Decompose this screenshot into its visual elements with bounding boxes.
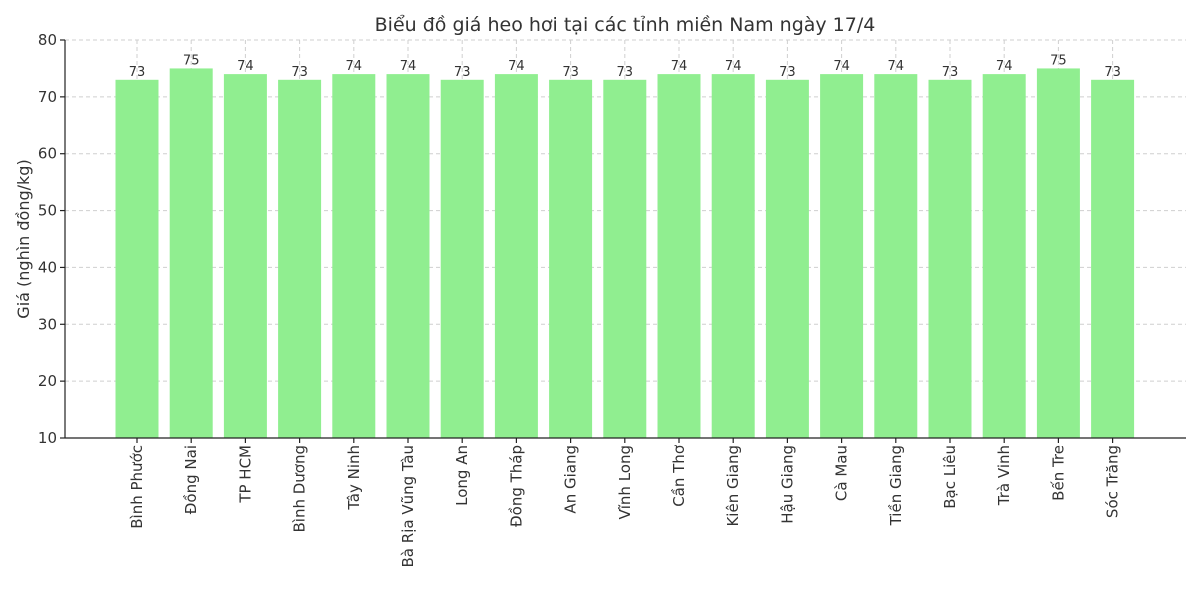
x-tick-label: Bến Tre	[1049, 445, 1067, 501]
data-label: 75	[1050, 53, 1067, 68]
x-tick-label: Bạc Liêu	[941, 445, 959, 509]
bar	[169, 68, 213, 438]
y-tick-label: 30	[38, 315, 57, 333]
bar	[982, 74, 1026, 438]
bar	[1036, 68, 1080, 438]
x-tick-label: Bình Dương	[291, 445, 309, 533]
bar	[115, 79, 159, 439]
data-label: 73	[129, 65, 146, 80]
x-tick-label: Đồng Nai	[182, 445, 200, 514]
bar	[278, 79, 322, 439]
data-label: 73	[779, 65, 796, 80]
bars	[115, 68, 1135, 439]
bar	[711, 74, 755, 438]
y-axis-label: Giá (nghìn đồng/kg)	[14, 159, 33, 318]
chart-title: Biểu đồ giá heo hơi tại các tỉnh miền Na…	[375, 14, 876, 36]
bar	[603, 79, 647, 439]
y-tick-label: 10	[38, 429, 57, 447]
data-label: 73	[562, 65, 579, 80]
data-label: 74	[346, 59, 363, 74]
y-tick-label: 50	[38, 202, 57, 220]
bar	[386, 74, 430, 438]
bar	[874, 74, 918, 438]
x-tick-label: Cần Thơ	[670, 444, 688, 507]
data-label: 73	[942, 65, 959, 80]
data-label: 73	[291, 65, 308, 80]
data-label: 74	[725, 59, 742, 74]
axes	[60, 39, 1186, 443]
tick-labels: 10 20 30 40 50 60 70 80 Bình Phước Đồng Nai TP HCM…	[38, 31, 1122, 567]
x-tick-label: Bà Rịa Vũng Tàu	[399, 445, 417, 567]
x-tick-label: TP HCM	[236, 445, 254, 504]
x-tick-label: Hậu Giang	[778, 445, 796, 524]
x-tick-label: Kiên Giang	[724, 445, 742, 527]
x-tick-label: Long An	[453, 445, 471, 506]
data-label: 73	[454, 65, 471, 80]
x-tick-label: Đồng Tháp	[507, 445, 525, 527]
data-label: 74	[400, 59, 417, 74]
bar	[928, 79, 972, 439]
bar	[1091, 79, 1135, 439]
data-label: 74	[833, 59, 850, 74]
data-label: 75	[183, 53, 200, 68]
y-tick-label: 80	[38, 31, 57, 49]
data-label: 73	[617, 65, 634, 80]
data-label: 73	[1104, 65, 1121, 80]
bar	[332, 74, 376, 438]
bar	[657, 74, 701, 438]
bar	[440, 79, 484, 439]
x-tick-label: Tây Ninh	[345, 445, 363, 511]
bar	[765, 79, 809, 439]
bar	[494, 74, 538, 438]
data-label: 74	[671, 59, 688, 74]
x-tick-label: An Giang	[562, 445, 580, 514]
x-tick-label: Tiền Giang	[887, 445, 905, 526]
y-tick-label: 20	[38, 372, 57, 390]
x-tick-label: Trà Vinh	[995, 445, 1013, 506]
data-label: 74	[888, 59, 905, 74]
value-labels: 73 75 74 73 74 74 73 74 73 73 74 74 73 74 74 73 74 75 73	[129, 53, 1121, 79]
bar	[549, 79, 593, 439]
data-label: 74	[996, 59, 1013, 74]
x-tick-label: Cà Mau	[833, 445, 851, 501]
x-tick-label: Vĩnh Long	[616, 445, 634, 520]
y-tick-label: 40	[38, 258, 57, 276]
y-tick-label: 60	[38, 145, 57, 163]
data-label: 74	[237, 59, 254, 74]
bar	[223, 74, 267, 438]
y-tick-label: 70	[38, 88, 57, 106]
data-label: 74	[508, 59, 525, 74]
bar	[820, 74, 864, 438]
x-tick-label: Sóc Trăng	[1104, 445, 1122, 518]
x-tick-label: Bình Phước	[128, 445, 146, 529]
